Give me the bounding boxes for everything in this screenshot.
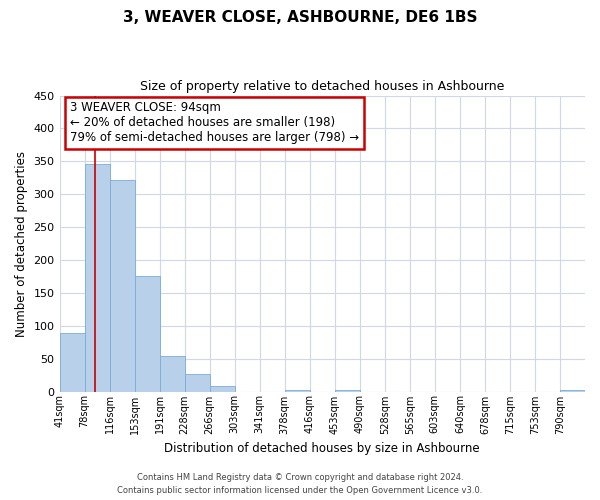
Y-axis label: Number of detached properties: Number of detached properties	[15, 150, 28, 336]
Text: Contains HM Land Registry data © Crown copyright and database right 2024.
Contai: Contains HM Land Registry data © Crown c…	[118, 474, 482, 495]
Bar	[185, 374, 209, 392]
Bar	[335, 390, 360, 392]
Bar	[110, 180, 134, 392]
X-axis label: Distribution of detached houses by size in Ashbourne: Distribution of detached houses by size …	[164, 442, 480, 455]
Bar	[59, 333, 85, 392]
Bar	[209, 386, 235, 392]
Bar	[85, 164, 110, 392]
Text: 3 WEAVER CLOSE: 94sqm
← 20% of detached houses are smaller (198)
79% of semi-det: 3 WEAVER CLOSE: 94sqm ← 20% of detached …	[70, 102, 359, 144]
Bar	[160, 356, 185, 392]
Title: Size of property relative to detached houses in Ashbourne: Size of property relative to detached ho…	[140, 80, 505, 93]
Text: 3, WEAVER CLOSE, ASHBOURNE, DE6 1BS: 3, WEAVER CLOSE, ASHBOURNE, DE6 1BS	[123, 10, 477, 25]
Bar	[560, 390, 585, 392]
Bar	[285, 390, 310, 392]
Bar	[134, 276, 160, 392]
